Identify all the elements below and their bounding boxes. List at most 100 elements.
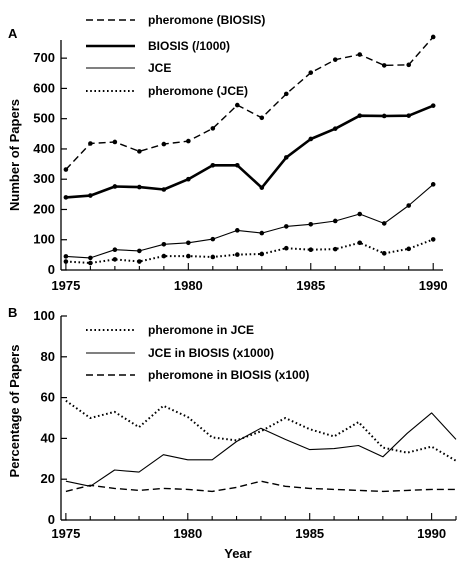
panel-a-data-point bbox=[112, 247, 118, 253]
panel-a-data-point bbox=[381, 63, 387, 68]
panel-a: A Number of Papers 0 100 200 300 400 500 600 70… bbox=[7, 13, 448, 293]
panel-a-data-point bbox=[186, 176, 191, 182]
panel-a-data-point bbox=[161, 141, 167, 147]
panel-a-data-point bbox=[357, 113, 363, 118]
panel-a-data-point bbox=[161, 187, 167, 192]
panel-a-data-point bbox=[186, 253, 191, 259]
panel-a-data-point bbox=[235, 228, 240, 233]
panel-b-y-tick-label: 100 bbox=[33, 308, 55, 323]
panel-a-data-point bbox=[406, 113, 412, 118]
panel-a-data-point bbox=[357, 211, 363, 217]
panel-a-data-point bbox=[406, 203, 412, 208]
panel-b-y-axis-label: Percentage of Papers bbox=[7, 345, 22, 478]
panel-a-y-tick-label: 400 bbox=[33, 141, 55, 156]
panel-b-y-tick-label: 60 bbox=[41, 390, 55, 405]
panel-b-x-axis-label: Year bbox=[224, 546, 251, 561]
panel-a-data-point bbox=[137, 248, 142, 254]
panel-b-series-jce-in-biosis-x1000 bbox=[65, 412, 457, 487]
panel-a-data-point bbox=[63, 259, 69, 264]
panel-a-x-tick-label: 1975 bbox=[51, 278, 80, 293]
panel-a-data-point bbox=[88, 193, 93, 198]
panel-b-series-pheromone-in-biosis-x100 bbox=[65, 480, 456, 493]
panel-a-legend-label: pheromone (BIOSIS) bbox=[148, 13, 265, 27]
panel-a-data-point bbox=[308, 136, 314, 142]
panel-b-x-tick-label: 1990 bbox=[417, 526, 446, 541]
panel-a-y-tick-label: 500 bbox=[33, 111, 55, 126]
panel-b-y-tick-label: 20 bbox=[41, 471, 55, 486]
panel-a-data-point bbox=[210, 162, 216, 168]
panel-a-data-point bbox=[259, 251, 265, 257]
panel-a-data-point bbox=[381, 221, 387, 226]
panel-a-data-point bbox=[430, 237, 436, 242]
panel-b-x-tick-label: 1975 bbox=[51, 526, 80, 541]
panel-a-data-point bbox=[381, 251, 387, 256]
panel-a-y-tick-label: 100 bbox=[33, 232, 55, 247]
panel-a-y-axis-label: Number of Papers bbox=[7, 99, 22, 211]
panel-a-data-point bbox=[210, 126, 216, 131]
panel-a-data-point bbox=[235, 162, 240, 168]
panel-a-data-point bbox=[259, 230, 265, 236]
panel-a-data-point bbox=[283, 91, 289, 97]
panel-a-data-point bbox=[88, 255, 93, 261]
panel-b-x-tick-label: 1985 bbox=[295, 526, 324, 541]
panel-a-data-point bbox=[137, 184, 142, 190]
panel-a-data-point bbox=[332, 57, 338, 62]
panel-a-data-point bbox=[259, 185, 265, 190]
panel-a-data-point bbox=[235, 102, 240, 108]
panel-b-label: B bbox=[8, 305, 17, 320]
panel-a-data-point bbox=[332, 126, 338, 131]
panel-a-data-point bbox=[137, 259, 142, 264]
panel-b-legend-label: pheromone in BIOSIS (x100) bbox=[148, 368, 309, 382]
panel-a-data-point bbox=[161, 241, 167, 247]
panel-a-x-tick-label: 1980 bbox=[174, 278, 203, 293]
panel-a-data-point bbox=[63, 254, 69, 259]
panel-b: B Percentage of Papers Year 0 20 40 60 80 100… bbox=[7, 305, 457, 561]
panel-a-y-tick-label: 300 bbox=[33, 171, 55, 186]
panel-a-y-tick-label: 200 bbox=[33, 201, 55, 216]
panel-b-y-tick-label: 40 bbox=[41, 430, 55, 445]
panel-a-data-point bbox=[88, 141, 93, 146]
panel-a-data-point bbox=[112, 139, 118, 145]
panel-a-data-point bbox=[63, 167, 69, 172]
panel-a-data-point bbox=[283, 155, 289, 160]
panel-a-data-point bbox=[308, 70, 314, 75]
panel-a-data-point bbox=[235, 252, 240, 257]
panel-a-data-point bbox=[308, 247, 314, 253]
panel-a-data-point bbox=[430, 103, 436, 108]
panel-a-y-tick-label: 700 bbox=[33, 50, 55, 65]
panel-a-y-tick-label: 600 bbox=[33, 80, 55, 95]
panel-a-series-jce bbox=[65, 183, 434, 259]
panel-a-data-point bbox=[357, 240, 363, 246]
panel-b-x-tick-label: 1980 bbox=[173, 526, 202, 541]
panel-a-label: A bbox=[8, 26, 18, 41]
panel-a-data-point bbox=[259, 115, 265, 121]
panel-a-data-point bbox=[186, 138, 191, 144]
panel-a-data-point bbox=[357, 52, 363, 57]
panel-a-data-point bbox=[210, 254, 216, 260]
panel-a-data-point bbox=[430, 34, 436, 40]
panel-a-x-tick-label: 1985 bbox=[296, 278, 325, 293]
panel-a-series-biosis-1000 bbox=[65, 104, 434, 199]
panel-a-y-tick-label: 0 bbox=[48, 262, 55, 277]
panel-a-data-point bbox=[406, 246, 412, 252]
panel-a-data-point bbox=[63, 195, 69, 200]
panel-a-legend-label: JCE bbox=[148, 61, 171, 75]
panel-a-data-point bbox=[112, 184, 118, 189]
panel-a-data-point bbox=[283, 245, 289, 251]
panel-b-y-tick-label: 80 bbox=[41, 349, 55, 364]
panel-a-data-point bbox=[406, 62, 412, 68]
panel-a-data-point bbox=[112, 257, 118, 262]
panel-a-legend-label: pheromone (JCE) bbox=[148, 84, 248, 98]
panel-a-data-point bbox=[88, 260, 93, 266]
panel-a-data-point bbox=[137, 149, 142, 154]
panel-a-data-point bbox=[210, 236, 216, 242]
panel-a-data-point bbox=[161, 253, 167, 259]
panel-b-series-pheromone-in-jce bbox=[65, 399, 457, 462]
panel-a-data-point bbox=[430, 182, 436, 187]
panel-b-y-tick-label: 0 bbox=[48, 512, 55, 527]
panel-b-legend-label: pheromone in JCE bbox=[148, 323, 254, 337]
panel-a-series-pheromone-biosis bbox=[65, 36, 434, 170]
panel-a-data-point bbox=[381, 113, 387, 119]
panel-a-series-pheromone-jce bbox=[65, 238, 434, 264]
